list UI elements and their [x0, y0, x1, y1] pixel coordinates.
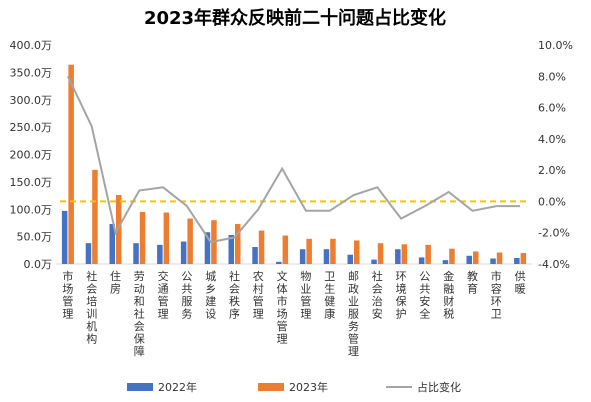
right-tick-label: 6.0%: [538, 102, 566, 115]
bar-2022: [204, 232, 211, 264]
legend-label-2023: 2023年: [289, 380, 328, 394]
category-label: 公共服务: [181, 270, 192, 321]
bar-2023: [449, 248, 455, 264]
category-label: 文体市场管理: [277, 269, 288, 346]
change-series-line: [66, 75, 521, 244]
bar-2022: [228, 234, 234, 264]
bar-2023: [354, 240, 360, 264]
legend-swatch-2023: [258, 383, 284, 391]
bar-2022: [418, 257, 425, 264]
bars: [61, 64, 527, 265]
bar-2023: [187, 218, 193, 264]
bar-2022: [109, 224, 115, 264]
bar-2023: [139, 211, 146, 264]
category-label: 社会秩序: [229, 269, 240, 321]
chart-title: 2023年群众反映前二十问题占比变化: [144, 7, 446, 29]
bar-2022: [61, 210, 68, 264]
legend-label-2022: 2022年: [158, 380, 197, 394]
legend-label-change: 占比变化: [417, 380, 461, 394]
bar-2023: [520, 253, 527, 264]
right-axis: -4.0% -2.0% 0.0% 2.0% 4.0% 6.0% 8.0% 10.0%: [538, 39, 573, 271]
bar-2023: [306, 238, 312, 264]
left-tick-label: 400.0万: [10, 39, 53, 52]
category-label: 邮政业服务管理: [348, 270, 359, 358]
bar-2022: [442, 260, 449, 264]
left-tick-label: 0.0万: [24, 258, 53, 271]
bar-2023: [496, 252, 503, 264]
category-label: 市场管理: [62, 269, 73, 321]
bar-2022: [157, 244, 163, 264]
bar-2022: [347, 254, 353, 264]
change-line: [66, 75, 521, 244]
category-label: 金融财税: [443, 269, 454, 321]
right-tick-label: 2.0%: [538, 164, 566, 177]
category-label: 卫生健康: [324, 270, 335, 321]
bar-2023: [68, 64, 74, 265]
bar-2023: [473, 251, 479, 264]
bar-2023: [235, 224, 241, 264]
left-tick-label: 200.0万: [10, 149, 53, 162]
bar-2023: [425, 244, 431, 264]
left-axis: 0.0万 50.0万 100.0万 150.0万 200.0万 250.0万 300.0万 3…: [10, 39, 532, 271]
bar-2022: [85, 243, 92, 264]
category-label: 供暖: [515, 269, 526, 296]
bar-2022: [514, 257, 520, 264]
category-label: 公共安全: [419, 270, 430, 321]
legend-swatch-2022: [127, 383, 153, 391]
bar-2022: [252, 247, 258, 264]
category-label: 社会培训机构: [86, 269, 97, 346]
category-labels: 市场管理 社会培训机构 住房 劳动和社会保障 交通管理 公共服务 城乡建设 社会秩序 农村管理 文…: [62, 269, 525, 358]
bar-2022: [466, 255, 472, 264]
category-label: 交通管理: [158, 269, 169, 321]
bar-2022: [371, 259, 377, 264]
bar-2023: [116, 195, 122, 264]
category-label: 教育: [467, 270, 478, 296]
bar-2022: [490, 258, 496, 264]
bar-2022: [395, 249, 401, 264]
right-tick-label: 8.0%: [538, 70, 566, 83]
category-label: 物业管理: [300, 269, 311, 321]
left-tick-label: 300.0万: [10, 94, 53, 107]
left-tick-label: 350.0万: [10, 66, 53, 79]
left-tick-label: 250.0万: [10, 121, 53, 134]
bar-2022: [299, 249, 306, 264]
bar-2022: [133, 243, 139, 264]
legend: 2022年 2023年 占比变化: [127, 380, 461, 394]
right-tick-label: 4.0%: [538, 133, 566, 146]
bar-2023: [282, 235, 289, 264]
category-label: 住房: [110, 269, 121, 296]
category-label: 农村管理: [253, 269, 264, 321]
category-label: 劳动和社会保障: [134, 270, 145, 358]
right-tick-label: -2.0%: [538, 227, 570, 240]
bar-2022: [323, 249, 330, 264]
bar-2023: [377, 243, 384, 264]
bar-2023: [401, 244, 408, 264]
right-tick-label: 10.0%: [538, 39, 573, 52]
category-label: 环境保护: [396, 270, 407, 321]
bar-2023: [330, 238, 336, 264]
bar-2023: [258, 230, 265, 264]
bar-2023: [92, 169, 98, 264]
left-tick-label: 100.0万: [10, 203, 53, 216]
left-tick-label: 50.0万: [17, 231, 53, 244]
left-tick-label: 150.0万: [10, 176, 53, 189]
bar-2023: [163, 212, 170, 264]
right-tick-label: 0.0%: [538, 195, 566, 208]
bar-2022: [276, 261, 282, 264]
category-label: 社会治安: [372, 269, 383, 321]
bar-2022: [180, 241, 187, 264]
right-tick-label: -4.0%: [538, 258, 570, 271]
category-label: 城乡建设: [205, 270, 216, 321]
category-label: 市容环卫: [491, 269, 502, 321]
